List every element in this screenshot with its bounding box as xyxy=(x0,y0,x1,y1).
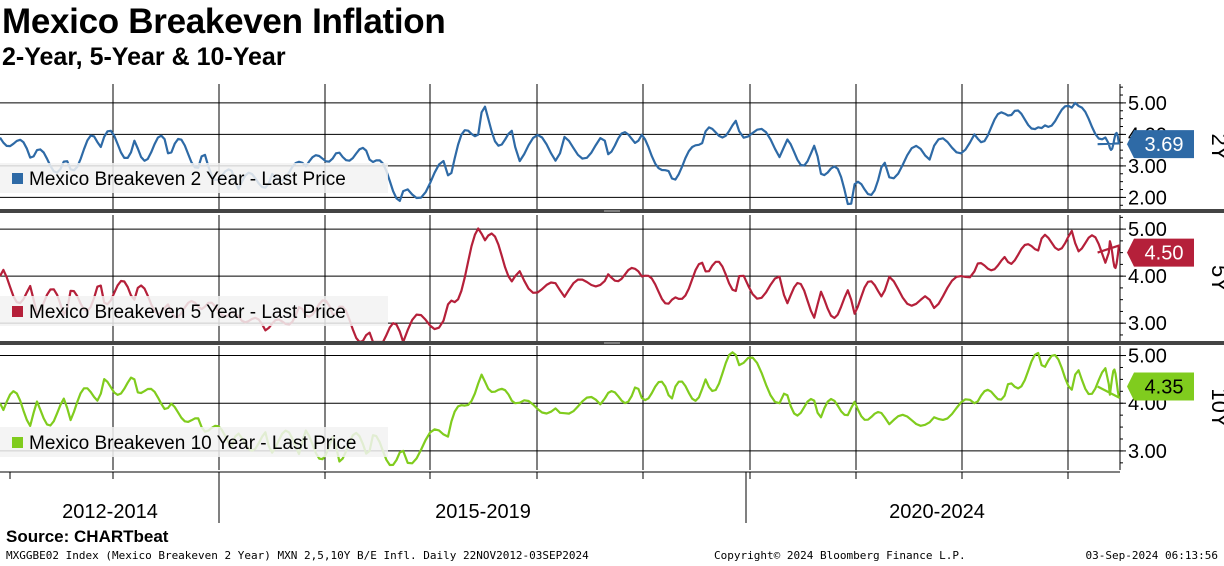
footer-timestamp: 03-Sep-2024 06:13:56 xyxy=(1085,549,1218,562)
series-line-10Y xyxy=(0,351,1121,467)
x-axis-label: 2020-2024 xyxy=(889,501,985,523)
series-name-2Y: 2Y xyxy=(1207,134,1224,161)
last-price-tag-shape xyxy=(1127,238,1194,267)
x-axis-label: 2012-2014 xyxy=(62,501,158,523)
legend-label: Mexico Breakeven 5 Year - Last Price xyxy=(29,302,346,323)
legend-2Y: Mexico Breakeven 2 Year - Last Price xyxy=(0,163,388,193)
footer-copyright: Copyright© 2024 Bloomberg Finance L.P. xyxy=(714,549,966,562)
y-tick-label: 3.00 xyxy=(1128,313,1167,335)
series-name-10Y: 10Y xyxy=(1207,388,1224,427)
last-price-value: 4.35 xyxy=(1145,377,1184,399)
last-price-tag-10Y: 4.35 xyxy=(1127,372,1194,401)
y-tick-label: 4.00 xyxy=(1128,266,1167,288)
source-label: Source: CHARTbeat xyxy=(6,527,169,546)
y-tick-label: 2.00 xyxy=(1128,187,1167,209)
legend-10Y: Mexico Breakeven 10 Year - Last Price xyxy=(0,427,388,457)
last-price-tag-shape xyxy=(1127,130,1194,159)
legend-swatch-icon xyxy=(12,173,23,184)
last-price-tag-shape xyxy=(1127,372,1194,401)
y-tick-label: 3.00 xyxy=(1128,441,1167,463)
legend-background xyxy=(0,163,388,193)
legend-swatch-icon xyxy=(12,306,23,317)
last-price-value: 3.69 xyxy=(1145,134,1184,156)
legend-background xyxy=(0,427,388,457)
chart-title: Mexico Breakeven Inflation xyxy=(2,2,446,41)
legend-5Y: Mexico Breakeven 5 Year - Last Price xyxy=(0,296,388,326)
last-price-tag-5Y: 4.50 xyxy=(1127,238,1194,267)
last-price-tag-2Y: 3.69 xyxy=(1127,130,1194,159)
legend-swatch-icon xyxy=(12,437,23,448)
y-tick-label: 5.00 xyxy=(1128,346,1167,368)
footer-index-info: MXGGBE02 Index (Mexico Breakeven 2 Year)… xyxy=(6,549,589,562)
y-tick-label: 3.00 xyxy=(1128,156,1167,178)
legend-label: Mexico Breakeven 2 Year - Last Price xyxy=(29,169,346,190)
legend-background xyxy=(0,296,388,326)
x-axis-label: 2015-2019 xyxy=(435,501,531,523)
series-line-2Y xyxy=(0,101,1121,206)
last-price-value: 4.50 xyxy=(1145,243,1184,265)
chart-subtitle: 2-Year, 5-Year & 10-Year xyxy=(2,43,286,71)
series-name-5Y: 5Y xyxy=(1207,265,1224,292)
legend-label: Mexico Breakeven 10 Year - Last Price xyxy=(29,433,356,454)
y-tick-label: 5.00 xyxy=(1128,93,1167,115)
y-tick-label: 5.00 xyxy=(1128,219,1167,241)
